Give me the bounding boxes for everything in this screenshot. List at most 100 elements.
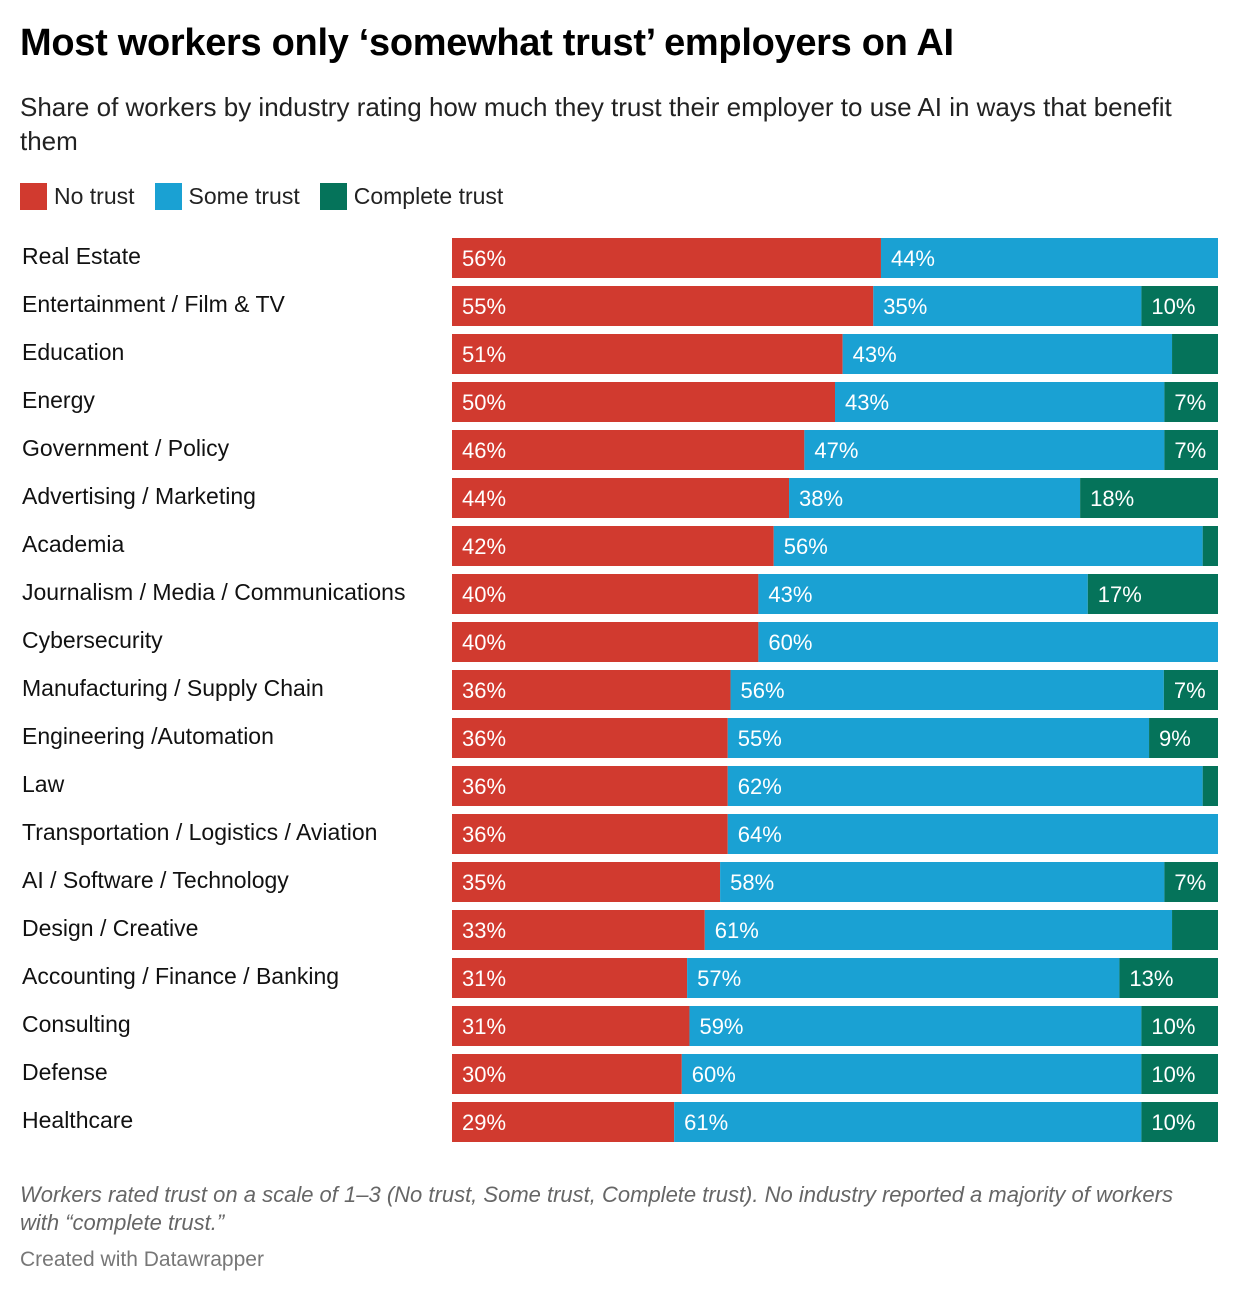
bar-segment-complete-trust: [1141, 1054, 1218, 1094]
bar-segment-some-trust: [758, 574, 1088, 614]
data-label-some-trust: 38%: [799, 486, 843, 511]
bar-segment-no-trust: [452, 478, 790, 518]
bar-segment-no-trust: [452, 1102, 675, 1142]
bar-segment-no-trust: [452, 382, 835, 422]
bar-row-academia: Academia 42% 56%: [22, 526, 1218, 566]
bar-segment-no-trust: [452, 862, 721, 902]
data-label-some-trust: 59%: [699, 1014, 743, 1039]
data-label-some-trust: 35%: [883, 294, 927, 319]
bar-segment-some-trust: [689, 1006, 1142, 1046]
legend-label-no-trust: No trust: [54, 182, 135, 209]
bar-row-manufacturing-supply-chain: Manufacturing / Supply Chain 36% 56% 7%: [22, 670, 1218, 710]
data-label-complete-trust: 10%: [1151, 1062, 1195, 1087]
data-label-complete-trust: 18%: [1090, 486, 1134, 511]
category-label: Design / Creative: [22, 915, 198, 941]
bar-row-real-estate: Real Estate 56% 44%: [22, 238, 1218, 278]
bar-row-healthcare: Healthcare 29% 61% 10%: [22, 1102, 1218, 1142]
legend-swatch-complete-trust: [319, 182, 347, 210]
data-label-complete-trust: 17%: [1098, 582, 1142, 607]
data-label-complete-trust: 7%: [1174, 438, 1206, 463]
bar-segment-no-trust: [452, 430, 805, 470]
bar-segment-no-trust: [452, 670, 731, 710]
category-label: Cybersecurity: [22, 627, 163, 653]
bar-segment-complete-trust: [1172, 334, 1218, 374]
category-label: Journalism / Media / Communications: [22, 579, 405, 605]
bar-segment-complete-trust: [1141, 286, 1218, 326]
bar-segment-some-trust: [681, 1054, 1142, 1094]
bar-row-advertising-marketing: Advertising / Marketing 44% 38% 18%: [22, 478, 1218, 518]
data-label-some-trust: 58%: [730, 870, 774, 895]
data-label-some-trust: 47%: [814, 438, 858, 463]
bar-row-journalism-media-communications: Journalism / Media / Communications 40% 43…: [22, 574, 1218, 614]
credit-link[interactable]: Created with Datawrapper: [20, 1248, 264, 1271]
legend-item-some-trust: Some trust: [154, 182, 300, 210]
data-label-complete-trust: 9%: [1159, 726, 1191, 751]
bar-segment-no-trust: [452, 526, 774, 566]
bar-row-engineering-automation: Engineering /Automation 36% 55% 9%: [22, 718, 1218, 758]
category-label: Law: [22, 771, 65, 797]
category-label: Energy: [22, 387, 95, 413]
stacked-bar-chart: Real Estate 56% 44% Entertainment / Film & …: [22, 238, 1218, 1142]
bar-segment-complete-trust: [1202, 766, 1218, 806]
legend: No trust Some trust Complete trust: [20, 181, 523, 211]
legend-swatch-some-trust: [154, 182, 182, 210]
data-label-complete-trust: 7%: [1174, 390, 1206, 415]
bar-row-consulting: Consulting 31% 59% 10%: [22, 1006, 1218, 1046]
legend-item-no-trust: No trust: [20, 182, 135, 210]
bar-row-education: Education 51% 43%: [22, 334, 1218, 374]
bar-segment-no-trust: [452, 766, 728, 806]
bar-segment-complete-trust: [1087, 574, 1218, 614]
bar-row-ai-software-technology: AI / Software / Technology 35% 58% 7%: [22, 862, 1218, 902]
data-label-some-trust: 57%: [697, 966, 741, 991]
category-label: Defense: [22, 1059, 108, 1085]
category-label: Academia: [22, 531, 124, 557]
bar-segment-complete-trust: [1141, 1006, 1218, 1046]
bar-segment-some-trust: [873, 286, 1142, 326]
data-label-no-trust: 56%: [462, 246, 506, 271]
bar-row-transportation-logistics-aviation: Transportation / Logistics / Aviation 36%…: [22, 814, 1218, 854]
data-label-no-trust: 31%: [462, 1014, 506, 1039]
data-label-no-trust: 31%: [462, 966, 506, 991]
legend-swatch-no-trust: [20, 182, 47, 210]
data-label-no-trust: 44%: [462, 486, 506, 511]
data-label-no-trust: 50%: [462, 390, 506, 415]
data-label-no-trust: 40%: [462, 582, 506, 607]
bar-segment-complete-trust: [1163, 670, 1218, 710]
bar-row-law: Law 36% 62%: [22, 766, 1218, 806]
bar-segment-some-trust: [704, 910, 1173, 950]
data-label-some-trust: 60%: [692, 1062, 736, 1087]
bar-segment-complete-trust: [1080, 478, 1218, 518]
bar-segment-complete-trust: [1164, 862, 1218, 902]
category-label: Transportation / Logistics / Aviation: [22, 819, 377, 845]
data-label-no-trust: 40%: [462, 630, 506, 655]
bar-segment-some-trust: [730, 670, 1164, 710]
bar-segment-some-trust: [727, 814, 1218, 854]
category-label: Engineering /Automation: [22, 723, 274, 749]
data-label-no-trust: 46%: [462, 438, 506, 463]
bar-row-accounting-finance-banking: Accounting / Finance / Banking 31% 57% 13%: [22, 958, 1218, 998]
data-label-some-trust: 44%: [891, 246, 935, 271]
bar-segment-no-trust: [452, 286, 874, 326]
data-label-complete-trust: 10%: [1151, 1110, 1195, 1135]
category-label: AI / Software / Technology: [22, 867, 289, 893]
bar-segment-complete-trust: [1141, 1102, 1218, 1142]
data-label-some-trust: 64%: [738, 822, 782, 847]
data-label-no-trust: 36%: [462, 822, 506, 847]
bar-segment-some-trust: [727, 718, 1150, 758]
data-label-complete-trust: 10%: [1151, 294, 1195, 319]
data-label-some-trust: 56%: [741, 678, 785, 703]
category-label: Real Estate: [22, 243, 141, 269]
data-label-complete-trust: 13%: [1129, 966, 1173, 991]
bar-row-entertainment-film-tv: Entertainment / Film & TV 55% 35% 10%: [22, 286, 1218, 326]
bar-segment-some-trust: [835, 382, 1165, 422]
legend-item-complete-trust: Complete trust: [319, 182, 503, 210]
bar-segment-complete-trust: [1164, 382, 1218, 422]
data-label-some-trust: 43%: [845, 390, 889, 415]
data-label-some-trust: 61%: [684, 1110, 728, 1135]
bar-segment-some-trust: [674, 1102, 1142, 1142]
bar-row-government-policy: Government / Policy 46% 47% 7%: [22, 430, 1218, 470]
bar-segment-some-trust: [758, 622, 1218, 662]
category-label: Accounting / Finance / Banking: [22, 963, 339, 989]
bar-segment-some-trust: [789, 478, 1081, 518]
bar-segment-no-trust: [452, 622, 759, 662]
